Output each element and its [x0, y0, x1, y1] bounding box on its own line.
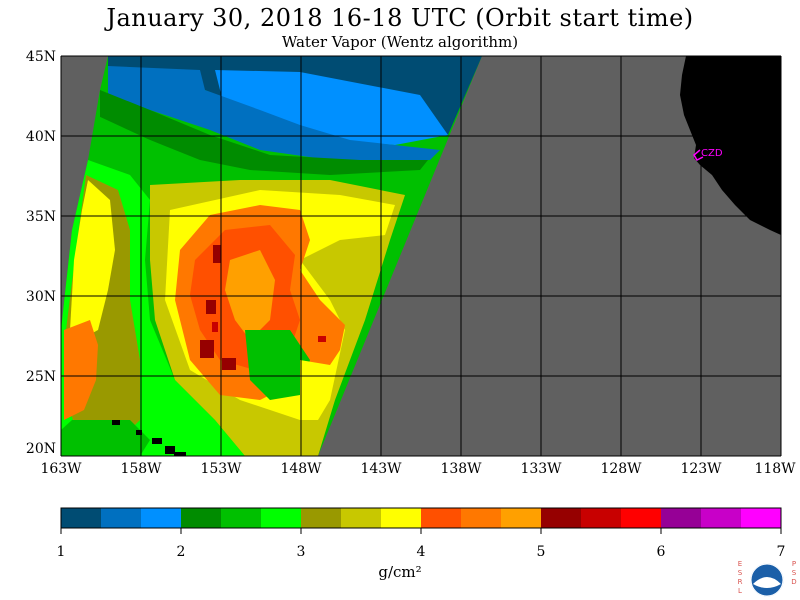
lat-label-30: 30N [25, 289, 56, 305]
lon-label-153w: 153W [200, 461, 242, 477]
colorbar-tick-3: 3 [296, 544, 306, 560]
lat-label-45: 45N [25, 49, 56, 65]
island [165, 446, 175, 454]
lon-label-143w: 143W [360, 461, 402, 477]
lon-label-158w: 158W [120, 461, 162, 477]
island [152, 438, 162, 444]
max-spot [213, 245, 221, 263]
band-yellow-lower [300, 360, 330, 420]
band-green-mid [245, 330, 310, 400]
lon-label-133w: 133W [520, 461, 562, 477]
lat-label-20: 20N [25, 441, 56, 457]
colorbar-tick-2: 2 [176, 544, 186, 560]
island [112, 420, 120, 425]
max-spot [206, 300, 216, 314]
lat-label-40: 40N [25, 129, 56, 145]
lat-label-25: 25N [25, 369, 56, 385]
band-green-top [92, 115, 415, 195]
colorbar-tick-7: 7 [776, 544, 786, 560]
band-yellow-left [70, 180, 115, 340]
colorbar-tick-1: 1 [56, 544, 66, 560]
band-dark-green [100, 90, 428, 175]
lon-label-118w: 118W [754, 461, 796, 477]
colorbar-tick-6: 6 [656, 544, 666, 560]
lon-label-163w: 163W [40, 461, 82, 477]
north-america-land [680, 56, 781, 235]
colorbar-units: g/cm² [378, 563, 422, 581]
max-spot [318, 336, 326, 342]
map-title: January 30, 2018 16-18 UTC (Orbit start … [106, 4, 694, 32]
station-marker: CZD [693, 148, 723, 161]
max-spot [222, 358, 236, 370]
max-spot [200, 340, 214, 358]
colorbar-tick-4: 4 [416, 544, 426, 560]
island [174, 452, 186, 456]
lat-lon-grid [60, 55, 782, 457]
band-mid-blue [108, 66, 440, 160]
lon-label-148w: 148W [280, 461, 322, 477]
band-orange-inner [225, 250, 275, 340]
band-orange-left [64, 320, 98, 420]
lon-label-123w: 123W [680, 461, 722, 477]
lon-label-138w: 138W [440, 461, 482, 477]
colorbar-tick-5: 5 [536, 544, 546, 560]
lat-label-35: 35N [25, 209, 56, 225]
max-spot [212, 322, 218, 332]
island [136, 430, 142, 435]
band-green-left-patch [61, 420, 150, 456]
map-subtitle: Water Vapor (Wentz algorithm) [281, 33, 519, 51]
station-label: CZD [701, 148, 723, 159]
lon-label-128w: 128W [600, 461, 642, 477]
